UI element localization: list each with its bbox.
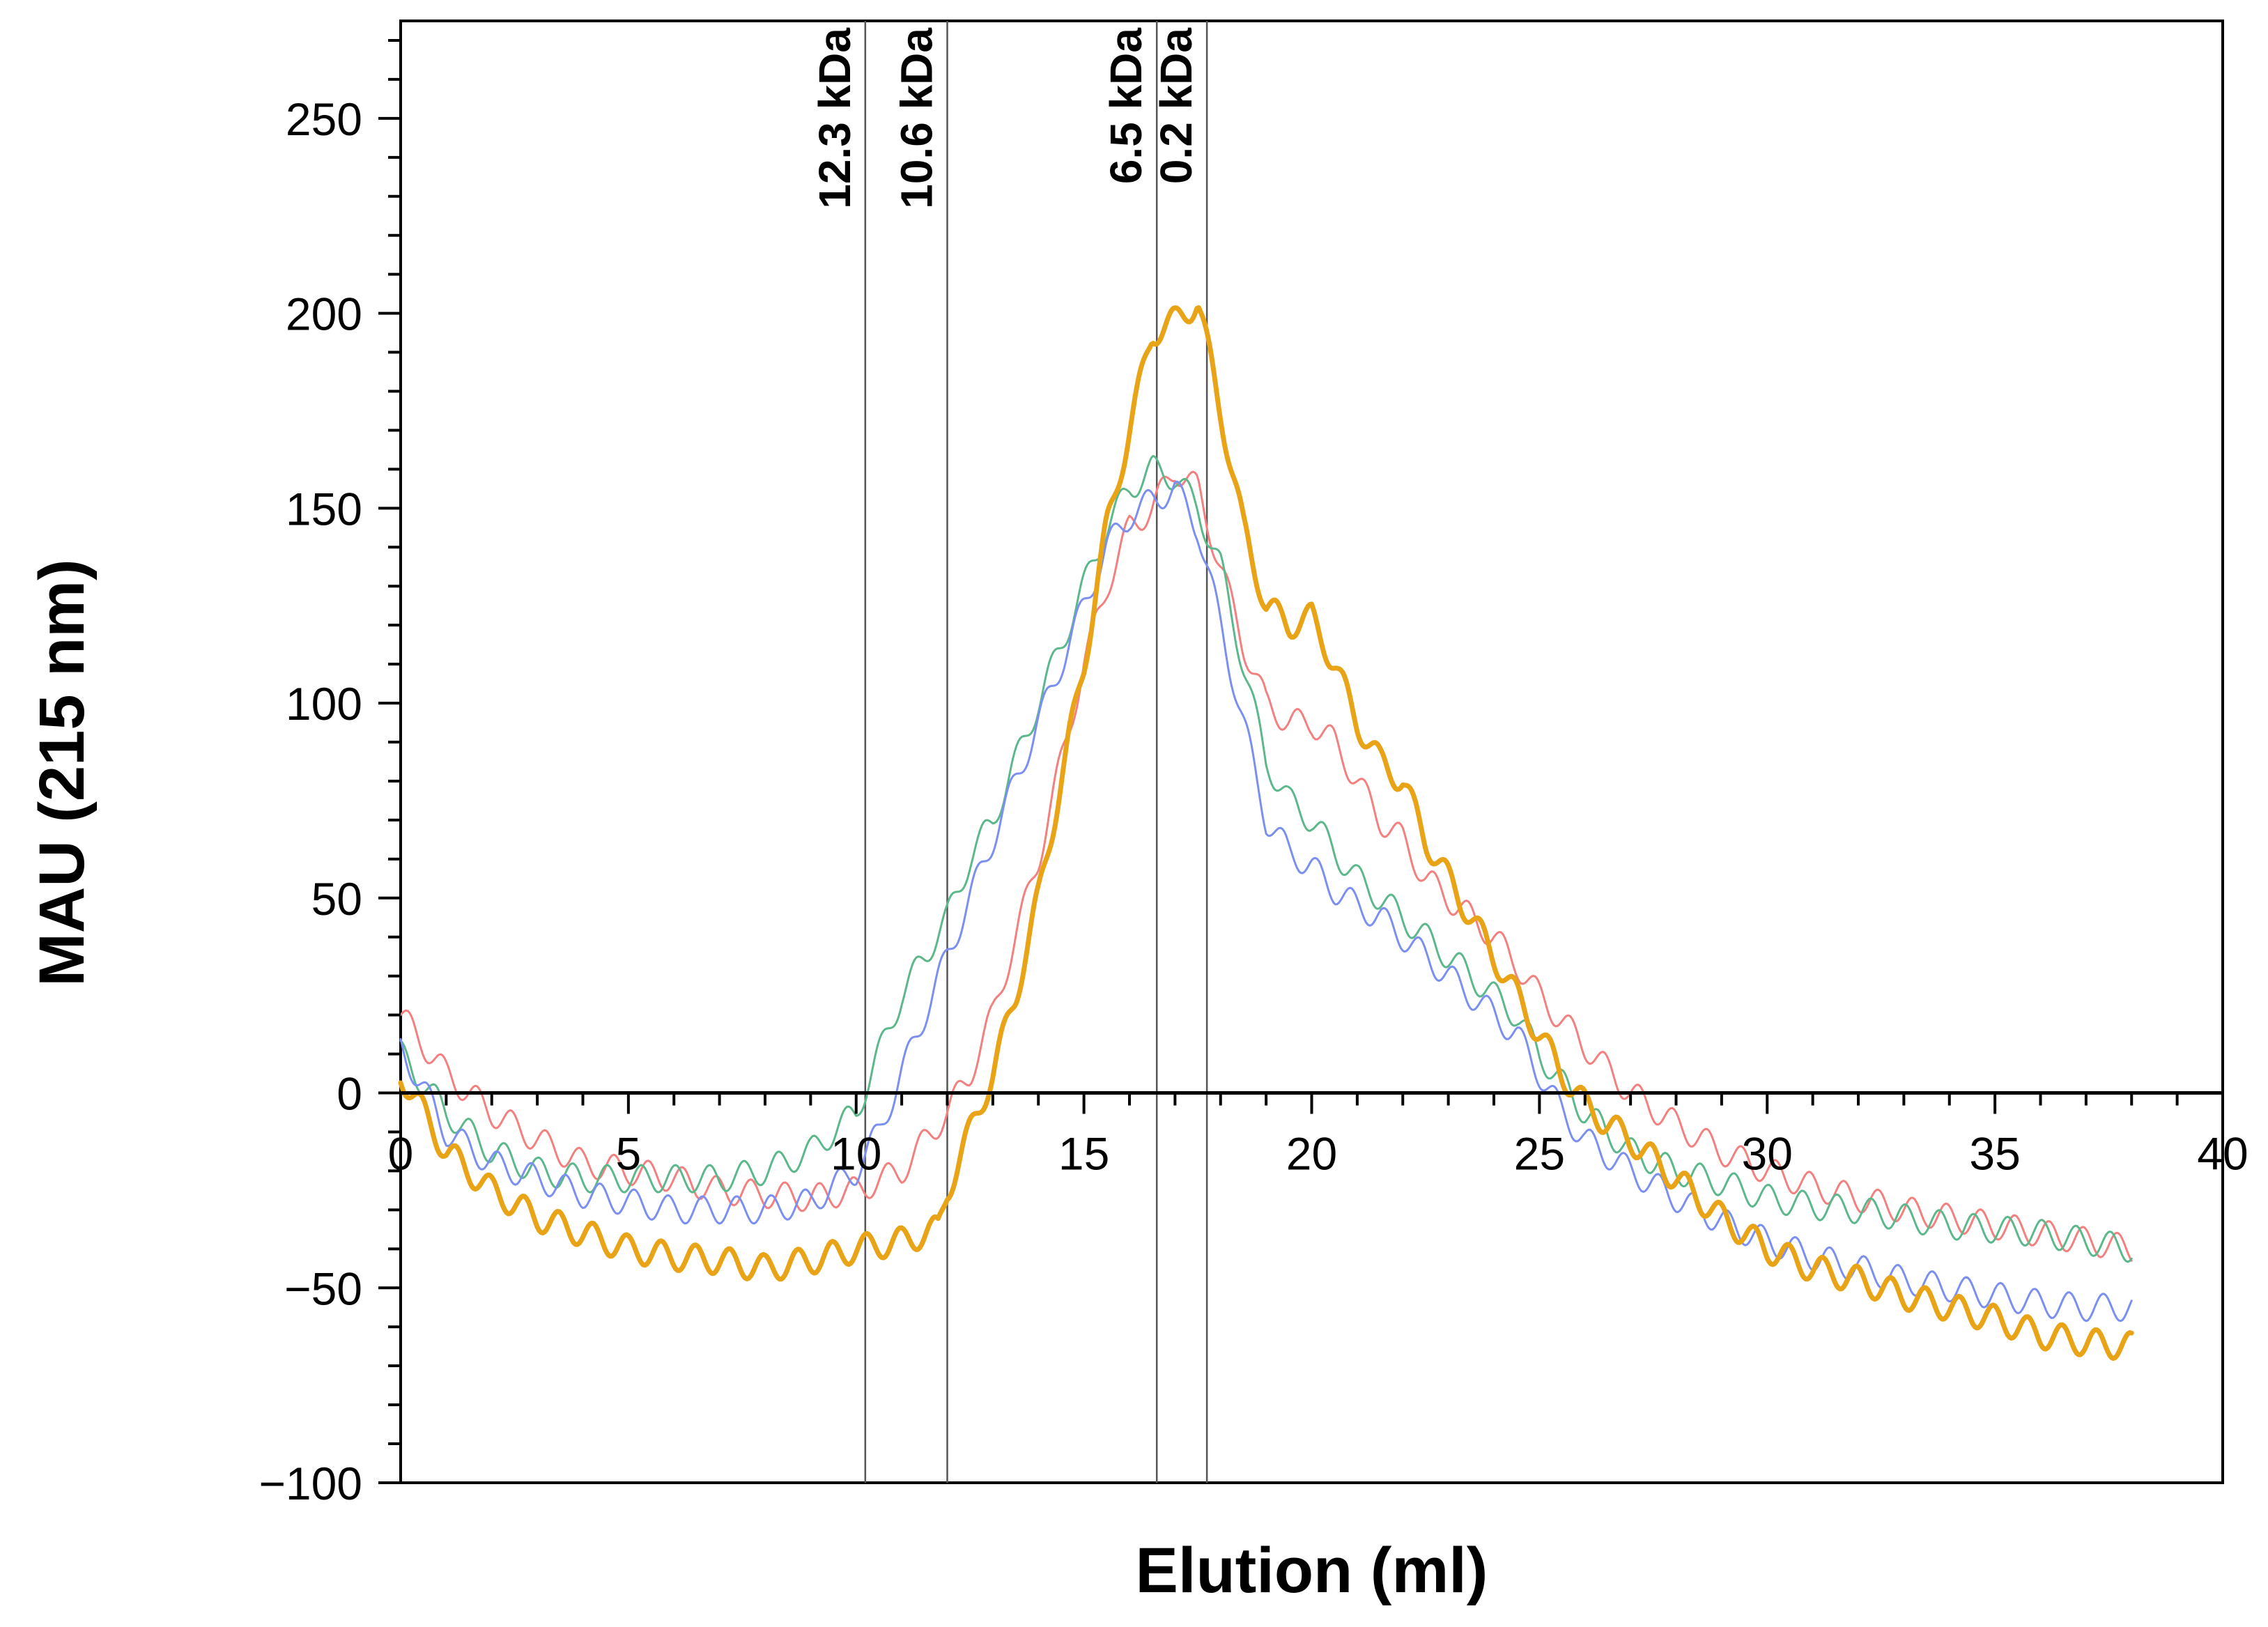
y-axis-title: MAU (215 nm) bbox=[26, 559, 98, 986]
series-line-blue bbox=[399, 480, 2133, 1323]
x-tick-label: 5 bbox=[616, 1128, 642, 1180]
y-tick-label: 100 bbox=[286, 678, 362, 730]
x-tick-label: 15 bbox=[1058, 1128, 1109, 1180]
y-tick-label: −100 bbox=[259, 1458, 362, 1509]
x-tick-label: 20 bbox=[1286, 1128, 1337, 1180]
x-tick-label: 10 bbox=[831, 1128, 881, 1180]
x-tick-label: 35 bbox=[1969, 1128, 2020, 1180]
series-line-red bbox=[399, 470, 2133, 1262]
plot-frame bbox=[399, 20, 2224, 1484]
x-tick-label: 25 bbox=[1514, 1128, 1565, 1180]
marker-label: 10.6 kDa bbox=[892, 28, 942, 209]
y-tick-label: 150 bbox=[286, 483, 362, 534]
y-tick-label: −50 bbox=[284, 1263, 362, 1314]
x-axis-title: Elution (ml) bbox=[1136, 1535, 1488, 1606]
marker-lines: 12.3 kDa 10.6 kDa 6.5 kDa 0.2 kDa bbox=[810, 21, 1208, 1483]
y-tick-label: 250 bbox=[286, 93, 362, 145]
marker-label: 0.2 kDa bbox=[1151, 28, 1201, 185]
y-tick-label: 50 bbox=[311, 873, 362, 925]
x-tick-label: 40 bbox=[2197, 1128, 2248, 1180]
x-tick-label: 30 bbox=[1742, 1128, 1793, 1180]
series-line-orange bbox=[398, 305, 2134, 1361]
marker-label: 6.5 kDa bbox=[1101, 28, 1151, 185]
series-lines bbox=[398, 305, 2134, 1361]
marker-label: 12.3 kDa bbox=[810, 28, 860, 209]
series-line-green bbox=[399, 454, 2133, 1263]
y-tick-label: 200 bbox=[286, 288, 362, 340]
y-tick-label: 0 bbox=[337, 1068, 362, 1120]
